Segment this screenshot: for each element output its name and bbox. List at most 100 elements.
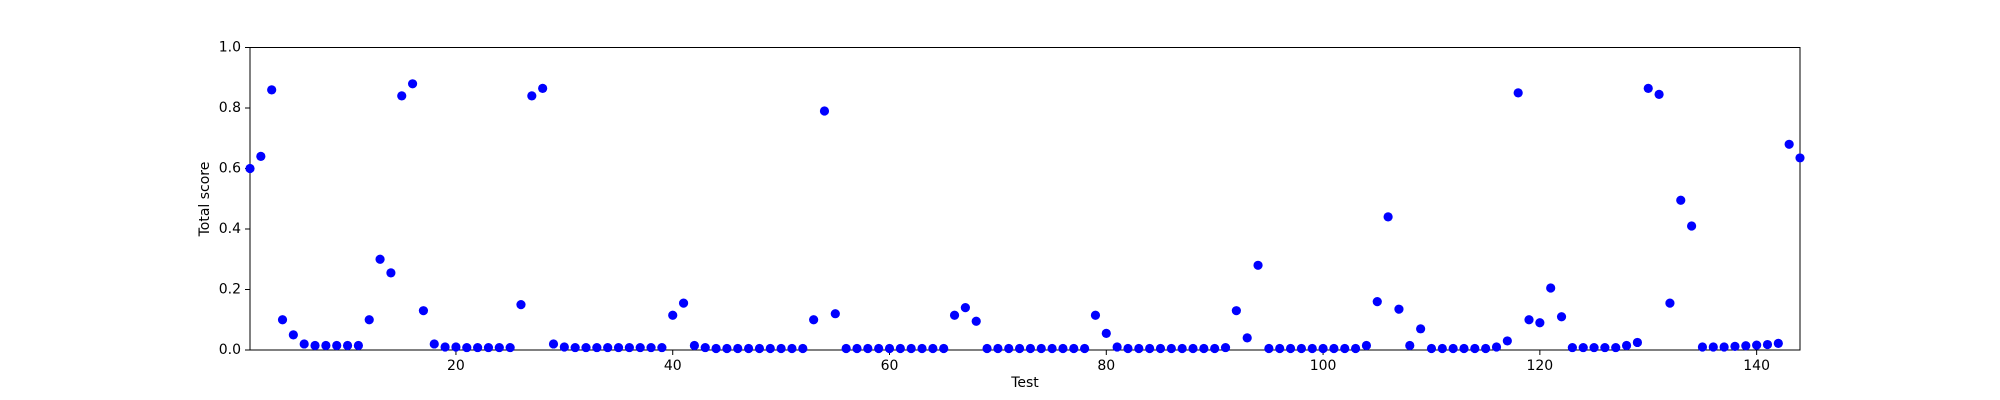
y-tick-label: 0.0 (219, 342, 241, 358)
point (1437, 343, 1447, 354)
y-tick-label: 0.2 (219, 282, 241, 298)
point (1069, 343, 1079, 354)
point (1036, 343, 1046, 354)
point (1426, 343, 1437, 354)
point (364, 315, 374, 325)
point (776, 343, 786, 354)
point (874, 343, 884, 354)
point (700, 342, 710, 353)
point (1762, 339, 1773, 350)
point (1491, 342, 1502, 352)
point (1697, 342, 1708, 352)
point (299, 339, 309, 349)
point (332, 340, 342, 351)
point (1589, 342, 1599, 353)
point (1502, 336, 1512, 346)
point (245, 163, 255, 174)
x-tick-label: 80 (1097, 358, 1115, 374)
point (678, 298, 689, 308)
point (267, 85, 277, 95)
point (668, 310, 678, 320)
point (917, 343, 927, 354)
point (1719, 342, 1729, 352)
point (1004, 343, 1014, 354)
point (1361, 340, 1372, 351)
point (1318, 343, 1328, 354)
point (1567, 342, 1577, 353)
point (1405, 340, 1415, 351)
point (1372, 297, 1382, 307)
point (1524, 315, 1534, 325)
point (1350, 343, 1361, 354)
point (852, 343, 862, 354)
point (906, 343, 916, 354)
point (722, 343, 732, 354)
point (1014, 343, 1025, 354)
point (256, 151, 266, 161)
point (451, 342, 461, 352)
point (635, 342, 645, 353)
point (1296, 343, 1306, 354)
point (321, 340, 331, 351)
point (1676, 195, 1686, 205)
point (407, 79, 418, 89)
point (1307, 343, 1317, 354)
point (548, 339, 559, 349)
y-axis-label: Total score (197, 162, 213, 238)
point (418, 306, 429, 316)
point (1752, 340, 1762, 350)
point (1145, 343, 1155, 354)
point (993, 343, 1003, 354)
point (516, 300, 526, 310)
point (581, 342, 591, 353)
point (494, 342, 504, 353)
point (971, 316, 981, 326)
point (1632, 337, 1643, 348)
point (1687, 221, 1697, 231)
point (1275, 343, 1285, 354)
point (1090, 310, 1101, 320)
point (375, 254, 385, 264)
point (1329, 343, 1339, 354)
point (1578, 342, 1588, 353)
point (1394, 304, 1404, 314)
point (1047, 343, 1057, 354)
point (689, 340, 700, 351)
point (830, 309, 840, 319)
point (1741, 341, 1751, 351)
y-tick-label: 1.0 (219, 40, 241, 56)
point (1112, 342, 1122, 352)
point (819, 106, 830, 116)
point (754, 343, 765, 354)
point (1101, 328, 1111, 338)
point (288, 330, 298, 340)
point (1730, 341, 1740, 351)
point (841, 343, 851, 354)
point (1643, 83, 1653, 93)
point (657, 342, 667, 353)
point (277, 315, 288, 325)
x-tick-label: 100 (1310, 358, 1337, 374)
point (863, 343, 873, 354)
point (646, 342, 656, 353)
point (809, 315, 819, 325)
point (429, 339, 439, 349)
point (527, 91, 537, 101)
point (939, 343, 949, 354)
point (1220, 342, 1231, 353)
point (1383, 212, 1393, 222)
point (895, 343, 905, 354)
point (353, 340, 363, 351)
point (559, 342, 569, 352)
point (1470, 343, 1480, 354)
point (613, 342, 624, 353)
point (1177, 343, 1187, 354)
point (1654, 89, 1664, 99)
point (744, 343, 754, 354)
point (1459, 343, 1469, 354)
point (765, 343, 775, 354)
point (960, 303, 970, 313)
x-tick-label: 140 (1743, 358, 1770, 374)
point (1621, 340, 1632, 351)
